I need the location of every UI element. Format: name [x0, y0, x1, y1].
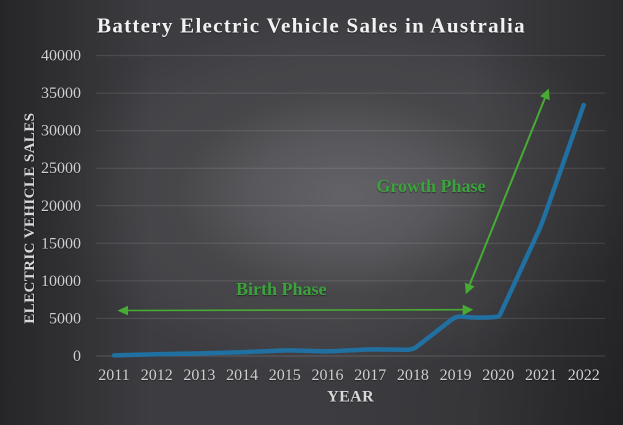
svg-text:35000: 35000: [41, 85, 81, 102]
svg-text:0: 0: [73, 348, 81, 365]
svg-text:15000: 15000: [41, 235, 81, 252]
svg-text:2014: 2014: [226, 367, 258, 384]
svg-text:25000: 25000: [41, 160, 81, 177]
svg-text:2020: 2020: [482, 367, 514, 384]
svg-text:5000: 5000: [49, 310, 81, 327]
svg-text:2012: 2012: [141, 367, 173, 384]
svg-text:2018: 2018: [397, 367, 429, 384]
svg-text:2022: 2022: [568, 367, 600, 384]
svg-text:2021: 2021: [525, 367, 557, 384]
svg-text:2016: 2016: [312, 367, 344, 384]
svg-text:ELECTRIC VEHICLE SALES: ELECTRIC VEHICLE SALES: [22, 113, 38, 324]
svg-text:Battery Electric Vehicle Sales: Battery Electric Vehicle Sales in Austra…: [97, 13, 526, 37]
svg-text:10000: 10000: [41, 273, 81, 290]
svg-text:2019: 2019: [440, 367, 472, 384]
svg-text:20000: 20000: [41, 198, 81, 215]
svg-text:Birth Phase: Birth Phase: [236, 279, 327, 299]
svg-text:30000: 30000: [41, 123, 81, 140]
svg-text:2017: 2017: [354, 367, 386, 384]
svg-text:2011: 2011: [98, 367, 129, 384]
svg-text:40000: 40000: [41, 48, 81, 65]
svg-text:2013: 2013: [183, 367, 215, 384]
svg-text:2015: 2015: [269, 367, 301, 384]
svg-text:YEAR: YEAR: [327, 388, 374, 405]
svg-text:Growth Phase: Growth Phase: [376, 176, 485, 196]
